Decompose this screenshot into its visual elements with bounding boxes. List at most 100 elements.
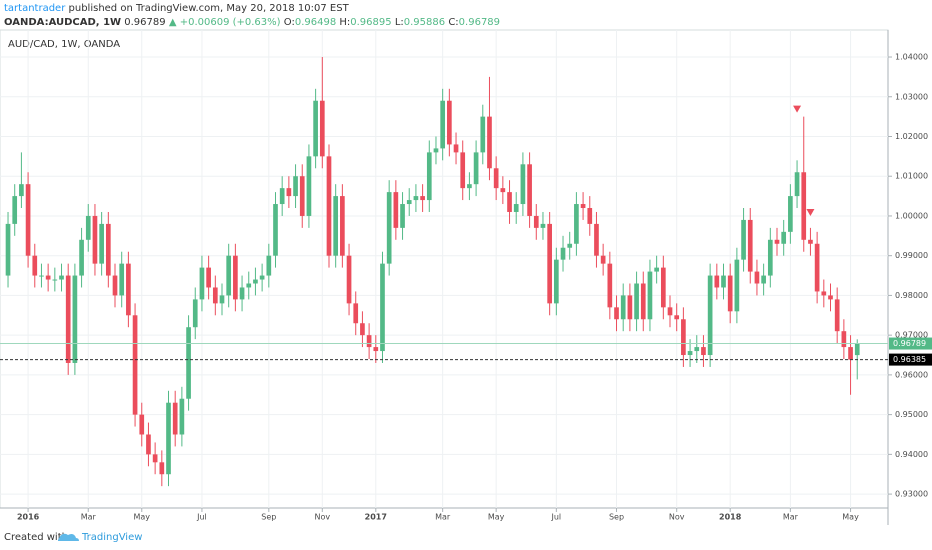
candle-body <box>32 255 38 276</box>
candle-body <box>219 295 225 304</box>
candle-body <box>614 307 619 320</box>
candle-body <box>346 255 352 304</box>
candle-body <box>747 219 753 272</box>
candle-body <box>701 347 706 356</box>
candle-body <box>447 100 452 145</box>
candle-body <box>607 263 613 308</box>
candle-body <box>527 164 532 216</box>
x-tick-label: Mar <box>81 513 97 522</box>
candle-body <box>159 462 165 475</box>
candle-body <box>440 100 446 149</box>
author: tartantrader <box>4 3 66 14</box>
candle-body <box>500 188 506 193</box>
candle-body <box>727 275 733 312</box>
candle-body <box>299 176 305 216</box>
x-tick-label: Jul <box>551 513 562 522</box>
candle-body <box>707 275 713 356</box>
y-tick-label: 1.04000 <box>895 53 928 62</box>
candle-body <box>366 335 372 348</box>
candle-body <box>293 176 298 197</box>
candle-body <box>580 204 586 209</box>
candle-body <box>105 223 111 276</box>
candle-body <box>52 279 58 281</box>
header-line-2: OANDA:AUDCAD, 1W 0.96789 ▲ +0.00609 (+0.… <box>4 17 500 28</box>
x-tick-label: 2016 <box>17 513 40 522</box>
candle-body <box>400 204 405 228</box>
ohlc-value: 0.96789 <box>459 17 500 28</box>
candle-body <box>560 247 566 260</box>
candle-body <box>640 283 646 320</box>
candle-body <box>834 299 840 332</box>
candle-body <box>848 347 853 360</box>
candle-body <box>192 299 198 328</box>
candle-body <box>426 152 432 201</box>
candle-body <box>279 188 285 205</box>
candle-body <box>620 295 626 320</box>
candle-body <box>206 267 211 288</box>
footer: Created with TradingView <box>4 532 142 543</box>
candle-body <box>660 267 666 308</box>
candle-body <box>808 239 813 244</box>
y-tick-label: 1.00000 <box>895 211 928 220</box>
ohlc-label: H: <box>339 17 350 28</box>
candle-body <box>821 291 827 296</box>
candle-body <box>186 327 191 399</box>
candle-body <box>794 172 800 197</box>
ohlc-label: C: <box>448 17 458 28</box>
candle-body <box>59 275 64 280</box>
candle-body <box>460 152 466 189</box>
candle-body <box>480 116 486 153</box>
candle-body <box>39 275 44 277</box>
candle-body <box>112 275 118 296</box>
x-tick-label: Sep <box>609 513 624 522</box>
candle-body <box>567 243 573 248</box>
created-with: Created with <box>4 532 68 543</box>
prev-close-tag <box>889 353 932 366</box>
candle-body <box>487 116 492 169</box>
candle-body <box>380 263 385 352</box>
candle-body <box>286 188 292 197</box>
candle-body <box>513 204 519 212</box>
candle-body <box>493 168 499 189</box>
candle-body <box>179 398 185 435</box>
x-tick-label: Sep <box>261 513 276 522</box>
candle-body <box>467 184 472 189</box>
candle-body <box>139 414 145 435</box>
candle-body <box>788 196 793 232</box>
candle-body <box>574 204 579 244</box>
candle-body <box>226 255 232 296</box>
candle-body <box>453 144 459 153</box>
candle-body <box>507 192 512 212</box>
x-tick-label: 2017 <box>365 513 387 522</box>
candle-body <box>85 215 91 240</box>
candle-body <box>172 402 178 435</box>
candle-body <box>741 219 746 260</box>
candle-body <box>413 196 419 201</box>
candle-body <box>65 275 71 363</box>
candle-body <box>634 283 639 320</box>
candle-body <box>654 267 659 272</box>
y-tick-label: 0.96000 <box>895 370 928 379</box>
candle-body <box>627 295 633 320</box>
candle-body <box>767 239 773 276</box>
candle-body <box>25 184 31 256</box>
candle-body <box>734 259 740 312</box>
candle-body <box>520 164 526 205</box>
x-tick-label: May <box>842 513 859 522</box>
candle-body <box>721 275 726 288</box>
candle-body <box>781 231 787 244</box>
ohlc-label: O: <box>284 17 295 28</box>
candle-body <box>306 156 312 216</box>
x-tick-label: Mar <box>435 513 451 522</box>
candle-body <box>92 215 98 264</box>
ohlc-value: 0.96498 <box>295 17 336 28</box>
candle-body <box>406 200 412 205</box>
candle-body <box>681 319 686 356</box>
candle-body <box>433 148 439 153</box>
candle-body <box>587 208 593 224</box>
candle-body <box>273 204 278 256</box>
candle-body <box>253 279 258 284</box>
candle-body <box>540 223 546 228</box>
y-tick-label: 0.94000 <box>895 450 928 459</box>
